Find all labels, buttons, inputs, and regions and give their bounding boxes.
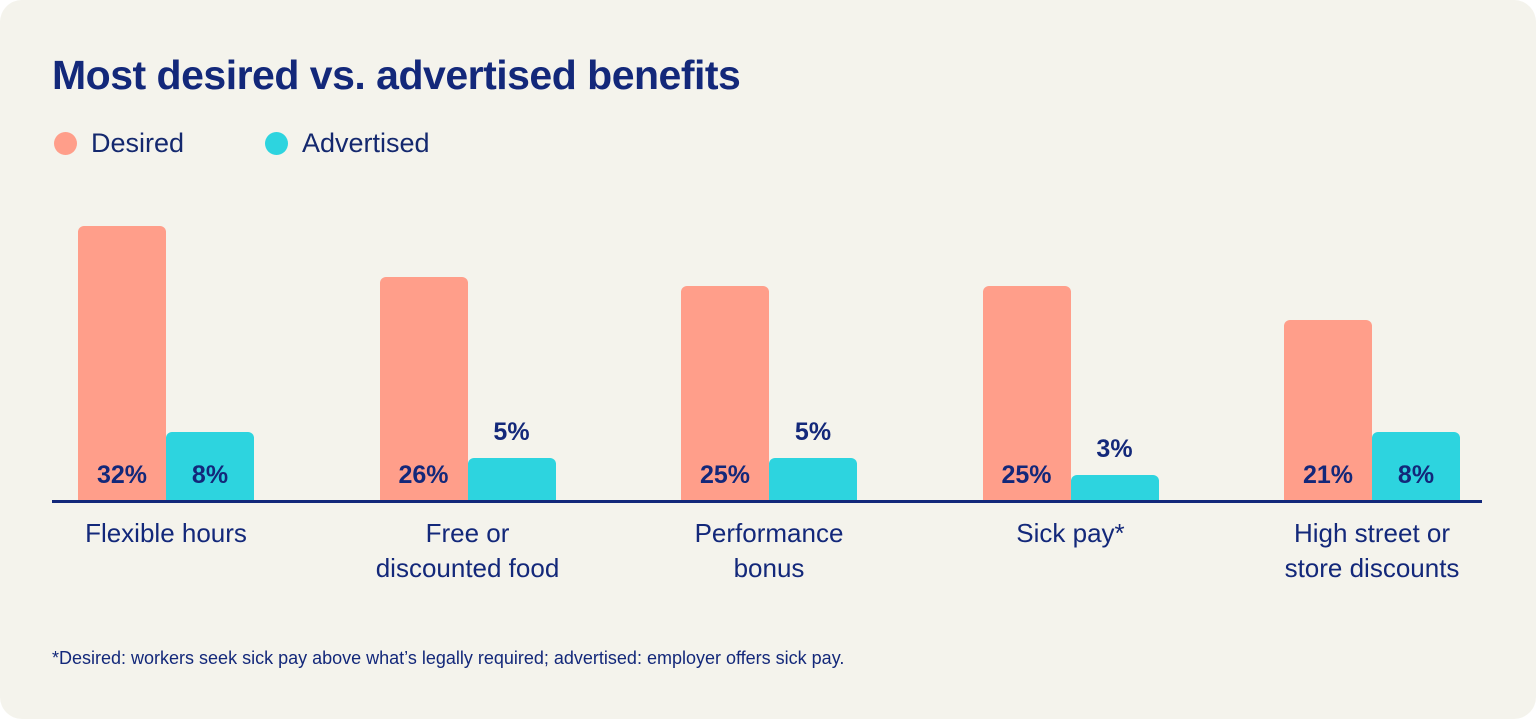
bar-desired-2: [681, 286, 769, 501]
footnote: *Desired: workers seek sick pay above wh…: [52, 648, 845, 668]
data-label-desired-3: 25%: [1001, 461, 1052, 489]
data-label-desired-2: 25%: [699, 461, 751, 489]
data-label-advertised-2: 5%: [794, 418, 832, 446]
data-label-advertised-3: 3%: [1096, 435, 1133, 464]
bar-desired-4: [1284, 320, 1372, 501]
category-label-3: Sick pay*: [1016, 518, 1125, 548]
data-label-advertised-0: 8%: [191, 461, 229, 489]
category-label-2: Performance bonus: [694, 518, 844, 583]
bar-desired-1: [379, 277, 468, 501]
legend-item-advertised: Advertised: [265, 128, 430, 159]
legend-item-desired: Desired: [54, 128, 184, 159]
data-label-desired-1: 26%: [398, 461, 449, 489]
category-label-1: Free or discounted food: [375, 518, 560, 583]
bar-advertised-1: [467, 458, 556, 501]
category-label-4: High street or store discounts: [1284, 518, 1460, 583]
bar-advertised-0: [166, 432, 254, 501]
data-label-advertised-1: 5%: [493, 418, 530, 446]
category-label-0: Flexible hours: [85, 518, 247, 548]
data-label-desired-0: 32%: [96, 461, 148, 489]
bar-desired-3: [982, 286, 1071, 501]
legend-label-advertised: Advertised: [302, 128, 430, 158]
data-label-desired-4: 21%: [1302, 461, 1354, 489]
legend-swatch-desired: [54, 132, 77, 155]
legend-label-desired: Desired: [91, 128, 185, 158]
x-axis-line: [52, 500, 1482, 503]
data-label-advertised-4: 8%: [1397, 461, 1435, 489]
bar-desired-0: [78, 225, 166, 501]
bar-advertised-3: [1070, 475, 1159, 501]
chart-title: Most desired vs. advertised benefits: [52, 52, 741, 98]
bar-advertised-2: [769, 458, 857, 501]
bar-advertised-4: [1372, 432, 1460, 501]
legend-swatch-advertised: [265, 132, 288, 155]
